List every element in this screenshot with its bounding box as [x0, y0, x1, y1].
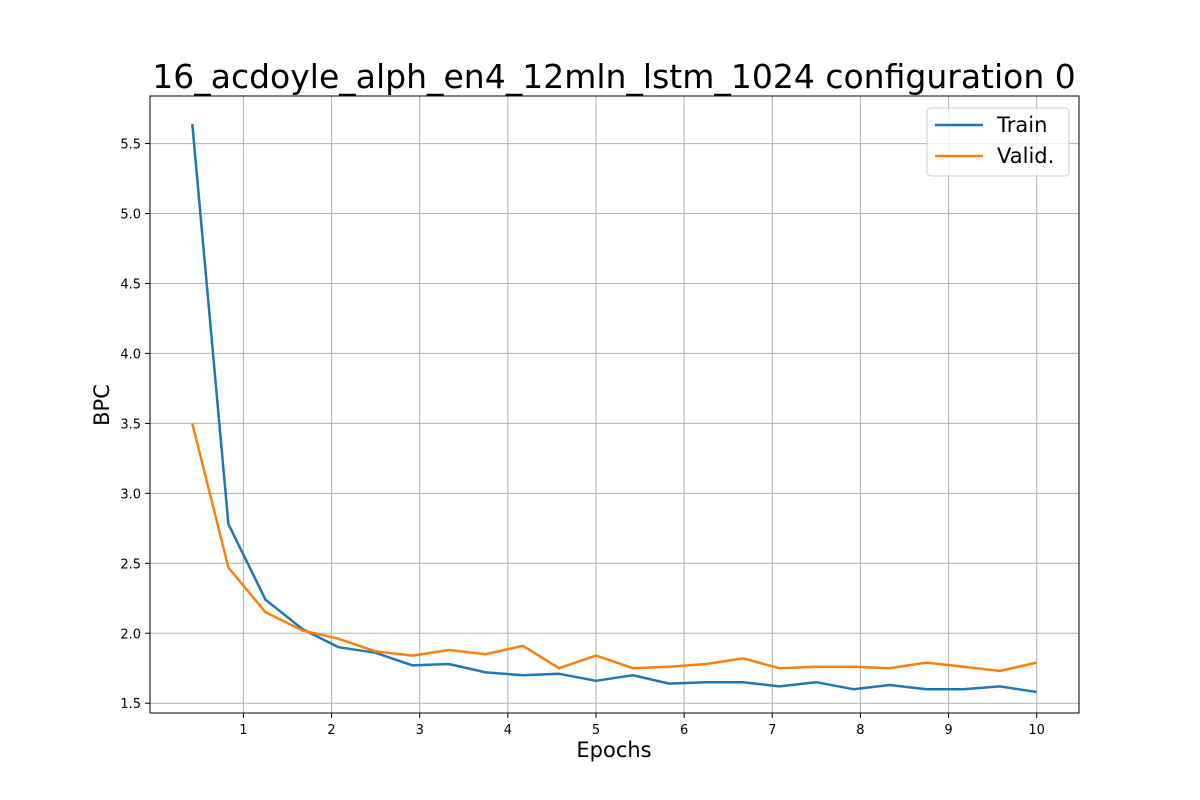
x-tick-label: 10	[1028, 723, 1045, 738]
y-tick-label: 3.5	[120, 417, 141, 432]
legend-label: Train	[996, 113, 1047, 137]
plot-frame	[149, 95, 1080, 714]
x-tick-label: 6	[680, 723, 688, 738]
series-line-train	[191, 123, 1037, 694]
legend-entries: Train Valid.	[935, 113, 1054, 168]
x-tick-label: 5	[592, 723, 600, 738]
chart-title: 16_acdoyle_alph_en4_12mln_lstm_1024 conf…	[152, 57, 1075, 96]
y-tick-label: 4.0	[120, 347, 141, 362]
x-tick-label: 2	[327, 723, 335, 738]
x-tick-label: 4	[504, 723, 512, 738]
y-tick-label: 2.0	[120, 627, 141, 642]
series-layer	[191, 123, 1037, 694]
y-tick-label: 1.5	[120, 697, 141, 712]
y-tick-label: 5.5	[120, 138, 141, 153]
x-tick-label: 1	[239, 723, 247, 738]
x-tick-label: 3	[416, 723, 424, 738]
legend-label: Valid.	[997, 144, 1054, 168]
x-tick-label: 8	[856, 723, 864, 738]
y-tick-label: 3.0	[120, 487, 141, 502]
y-axis-label: BPC	[90, 384, 114, 426]
y-axis: 1.5 2.0 2.5 3.0 3.5 4.0 4.5 5.0 5.5	[120, 138, 150, 712]
legend: Train Valid.	[926, 107, 1070, 177]
y-tick-label: 4.5	[120, 277, 141, 292]
x-axis-label: Epochs	[576, 738, 651, 762]
y-tick-label: 2.5	[120, 557, 141, 572]
y-tick-label: 5.0	[120, 208, 141, 223]
x-tick-label: 9	[944, 723, 952, 738]
x-axis: 1 2 3 4 5 6 7 8 9 10	[239, 713, 1045, 738]
grid-layer	[150, 96, 1079, 713]
x-tick-label: 7	[768, 723, 776, 738]
series-line-valid	[191, 423, 1037, 673]
